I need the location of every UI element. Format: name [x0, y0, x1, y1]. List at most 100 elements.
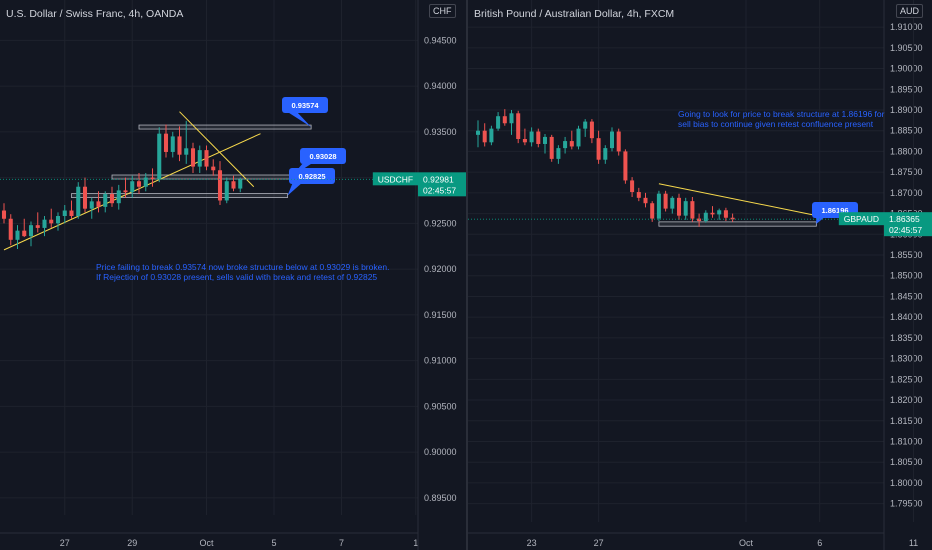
- usdchf-currency-label[interactable]: CHF: [429, 4, 456, 18]
- candle-body: [723, 210, 728, 218]
- candle-body: [55, 216, 61, 224]
- candle-body: [211, 166, 216, 171]
- price-tick-label: 1.82500: [890, 374, 923, 384]
- price-tick-label: 1.91000: [890, 22, 923, 32]
- candle-body: [643, 197, 648, 204]
- candle-body: [576, 128, 581, 147]
- trendline: [658, 183, 814, 216]
- price-tick-label: 1.87500: [890, 167, 923, 177]
- candle-body: [157, 133, 162, 180]
- callout-box: [289, 168, 335, 184]
- candle-body: [197, 150, 202, 167]
- symbol-tag: [372, 172, 418, 186]
- callout-label: 0.93574: [291, 101, 319, 110]
- candle-body: [703, 212, 708, 222]
- candle-body: [238, 179, 243, 189]
- candle-body: [35, 225, 40, 228]
- structure-zone: [138, 124, 312, 130]
- candle-body: [482, 130, 487, 143]
- candle-body: [710, 212, 715, 215]
- price-tick-label: 1.90000: [890, 64, 923, 74]
- candle-body: [136, 181, 142, 187]
- candle-body: [190, 148, 196, 167]
- candle-body: [8, 218, 13, 240]
- chart-annotation: Price failing to break 0.93574 now broke…: [96, 262, 389, 272]
- date-tick-label: 11: [909, 538, 918, 548]
- symbol-tag: [838, 212, 884, 226]
- candle-body: [502, 116, 507, 124]
- price-tick-label: 1.84000: [890, 312, 923, 322]
- candle-body: [15, 230, 20, 240]
- callout-pointer: [286, 111, 312, 128]
- candle-body: [150, 177, 155, 180]
- candle-body: [89, 201, 94, 209]
- candle-body: [636, 192, 641, 198]
- price-tick-label: 1.90500: [890, 43, 923, 53]
- price-tick-label: 1.81000: [890, 436, 923, 446]
- candle-body: [116, 190, 121, 204]
- price-tick-label: 1.81500: [890, 416, 923, 426]
- candle-body: [143, 177, 148, 187]
- candle-body: [509, 113, 514, 124]
- symbol-tag-label: USDCHF: [378, 174, 413, 184]
- gbpaud-chart-panel[interactable]: 1.91000 1.90500 1.90000 1.89500 1.89000 1.885…: [466, 0, 932, 550]
- price-tick-label: 1.83000: [890, 354, 923, 364]
- candle-body: [163, 133, 169, 152]
- candle-body: [76, 186, 81, 217]
- date-tick-label: 6: [817, 538, 822, 548]
- candle-body: [697, 218, 702, 222]
- candle-body: [623, 151, 628, 181]
- candle-body: [730, 217, 735, 220]
- candle-body: [204, 150, 209, 167]
- candle-body: [231, 181, 236, 189]
- candle-body: [670, 197, 675, 209]
- date-tick-label: 5: [271, 538, 276, 548]
- price-tick-label: 1.88500: [890, 126, 923, 136]
- candle-body: [522, 138, 527, 143]
- candle-body: [177, 136, 182, 155]
- candle-body: [69, 210, 74, 217]
- price-tick-label: 1.79500: [890, 499, 923, 509]
- usdchf-symbol-title[interactable]: U.S. Dollar / Swiss Franc, 4h, OANDA: [6, 8, 184, 20]
- price-tick-label: 1.89000: [890, 105, 923, 115]
- candle-body: [589, 121, 594, 139]
- callout-pointer: [287, 182, 303, 196]
- candle-body: [556, 148, 561, 159]
- date-tick-label: 27: [60, 538, 70, 548]
- price-tick-label: 0.89500: [424, 493, 457, 503]
- price-tick-label: 1.80500: [890, 457, 923, 467]
- callout-label: 0.93028: [309, 152, 336, 161]
- candle-body: [62, 210, 67, 217]
- candle-body: [569, 141, 574, 147]
- price-tick-label: 1.80000: [890, 478, 923, 488]
- date-tick-label: 29: [127, 538, 137, 548]
- gbpaud-currency-label[interactable]: AUD: [896, 4, 924, 18]
- candle-body: [217, 170, 223, 201]
- candle-body: [630, 180, 635, 193]
- candle-body: [496, 116, 501, 129]
- candle-body: [1, 210, 7, 219]
- last-price-label: 1.86365: [889, 214, 920, 224]
- structure-zone: [658, 221, 817, 227]
- price-tick-label: 1.84500: [890, 291, 923, 301]
- candle-body: [475, 130, 481, 135]
- candle-body: [49, 219, 54, 224]
- last-price-tag: [418, 172, 466, 197]
- price-tick-label: 1.82000: [890, 395, 923, 405]
- usdchf-chart-panel[interactable]: 0.945000.940000.935000.930000.925000.920…: [0, 0, 466, 550]
- callout-box: [300, 148, 346, 164]
- candle-body: [563, 141, 568, 149]
- candle-body: [609, 131, 615, 149]
- usdchf-chart[interactable]: 0.945000.940000.935000.930000.925000.920…: [0, 0, 466, 550]
- candle-body: [28, 225, 34, 237]
- last-price-tag: [884, 212, 932, 237]
- candle-body: [583, 121, 588, 129]
- gbpaud-symbol-title[interactable]: British Pound / Australian Dollar, 4h, F…: [474, 8, 675, 20]
- price-tick-label: 1.88000: [890, 146, 923, 156]
- trendline: [179, 111, 255, 188]
- candle-body: [489, 128, 494, 143]
- price-tick-label: 1.85000: [890, 271, 923, 281]
- price-tick-label: 1.83500: [890, 333, 923, 343]
- gbpaud-chart[interactable]: 1.91000 1.90500 1.90000 1.89500 1.89000 1.885…: [468, 0, 932, 550]
- date-tick-label: Oct: [199, 538, 214, 548]
